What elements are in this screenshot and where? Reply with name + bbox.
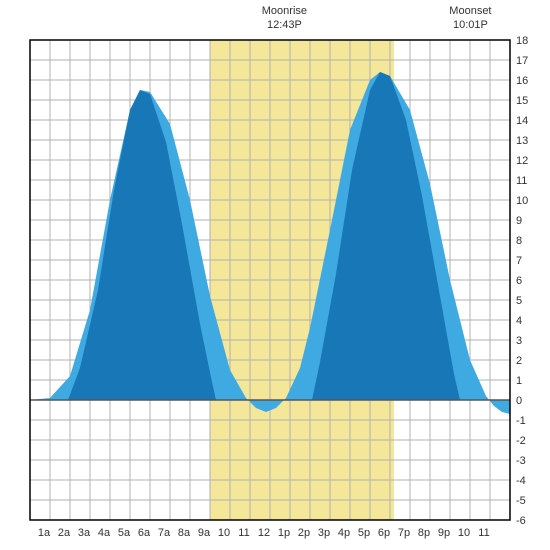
y-tick-label: 4	[516, 315, 522, 327]
x-tick-label: 7a	[158, 527, 171, 539]
x-tick-label: 4p	[338, 527, 350, 539]
x-tick-label: 2a	[58, 527, 71, 539]
x-axis-labels: 1a 2a 3a 4a 5a 6a 7a 8a 9a 10 11 12 1p 2p 3p 4p 5p 6p 7p 8p…	[38, 527, 490, 539]
y-tick-label: 16	[516, 75, 528, 87]
x-tick-label: 2p	[298, 527, 310, 539]
y-tick-label: -2	[516, 435, 526, 447]
y-tick-label: 12	[516, 155, 528, 167]
x-tick-label: 11	[238, 527, 249, 539]
y-tick-label: 2	[516, 355, 522, 367]
moonrise-label-time: 12:43P	[267, 19, 302, 31]
moonrise-label-title: Moonrise	[262, 5, 307, 17]
y-tick-label: 15	[516, 95, 528, 107]
y-tick-label: 10	[516, 195, 528, 207]
x-tick-label: 3p	[318, 527, 330, 539]
y-tick-label: 6	[516, 275, 522, 287]
x-tick-label: 5p	[358, 527, 370, 539]
y-tick-label: 17	[516, 55, 528, 67]
y-tick-label: 8	[516, 235, 522, 247]
y-tick-label: -3	[516, 455, 526, 467]
y-tick-label: 0	[516, 395, 522, 407]
tide-chart: 1817161514131211109876543210-1-2-3-4-5-6…	[0, 0, 550, 550]
x-tick-label: 9a	[198, 527, 211, 539]
y-tick-label: 3	[516, 335, 522, 347]
y-tick-label: -4	[516, 475, 526, 487]
x-tick-label: 8p	[418, 527, 430, 539]
moonset-label-time: 10:01P	[453, 19, 488, 31]
x-tick-label: 4a	[98, 527, 111, 539]
x-tick-label: 6a	[138, 527, 151, 539]
y-tick-label: 18	[516, 35, 528, 47]
y-tick-label: 13	[516, 135, 528, 147]
y-tick-label: -6	[516, 515, 526, 527]
moonset-label-title: Moonset	[449, 5, 491, 17]
x-tick-label: 3a	[78, 527, 91, 539]
y-tick-label: -5	[516, 495, 526, 507]
y-tick-label: 9	[516, 215, 522, 227]
x-tick-label: 6p	[378, 527, 390, 539]
x-tick-label: 5a	[118, 527, 131, 539]
x-tick-label: 11	[478, 527, 489, 539]
chart-svg: 1817161514131211109876543210-1-2-3-4-5-6…	[0, 0, 550, 550]
y-tick-label: 14	[516, 115, 528, 127]
x-tick-label: 12	[258, 527, 270, 539]
x-tick-label: 10	[458, 527, 470, 539]
x-tick-label: 1a	[38, 527, 51, 539]
y-tick-label: 7	[516, 255, 522, 267]
y-tick-label: 1	[516, 375, 522, 387]
x-tick-label: 10	[218, 527, 230, 539]
x-tick-label: 8a	[178, 527, 191, 539]
x-tick-label: 9p	[438, 527, 450, 539]
y-tick-label: 5	[516, 295, 522, 307]
y-tick-label: -1	[516, 415, 526, 427]
x-tick-label: 1p	[278, 527, 290, 539]
x-tick-label: 7p	[398, 527, 410, 539]
y-tick-label: 11	[516, 175, 527, 187]
